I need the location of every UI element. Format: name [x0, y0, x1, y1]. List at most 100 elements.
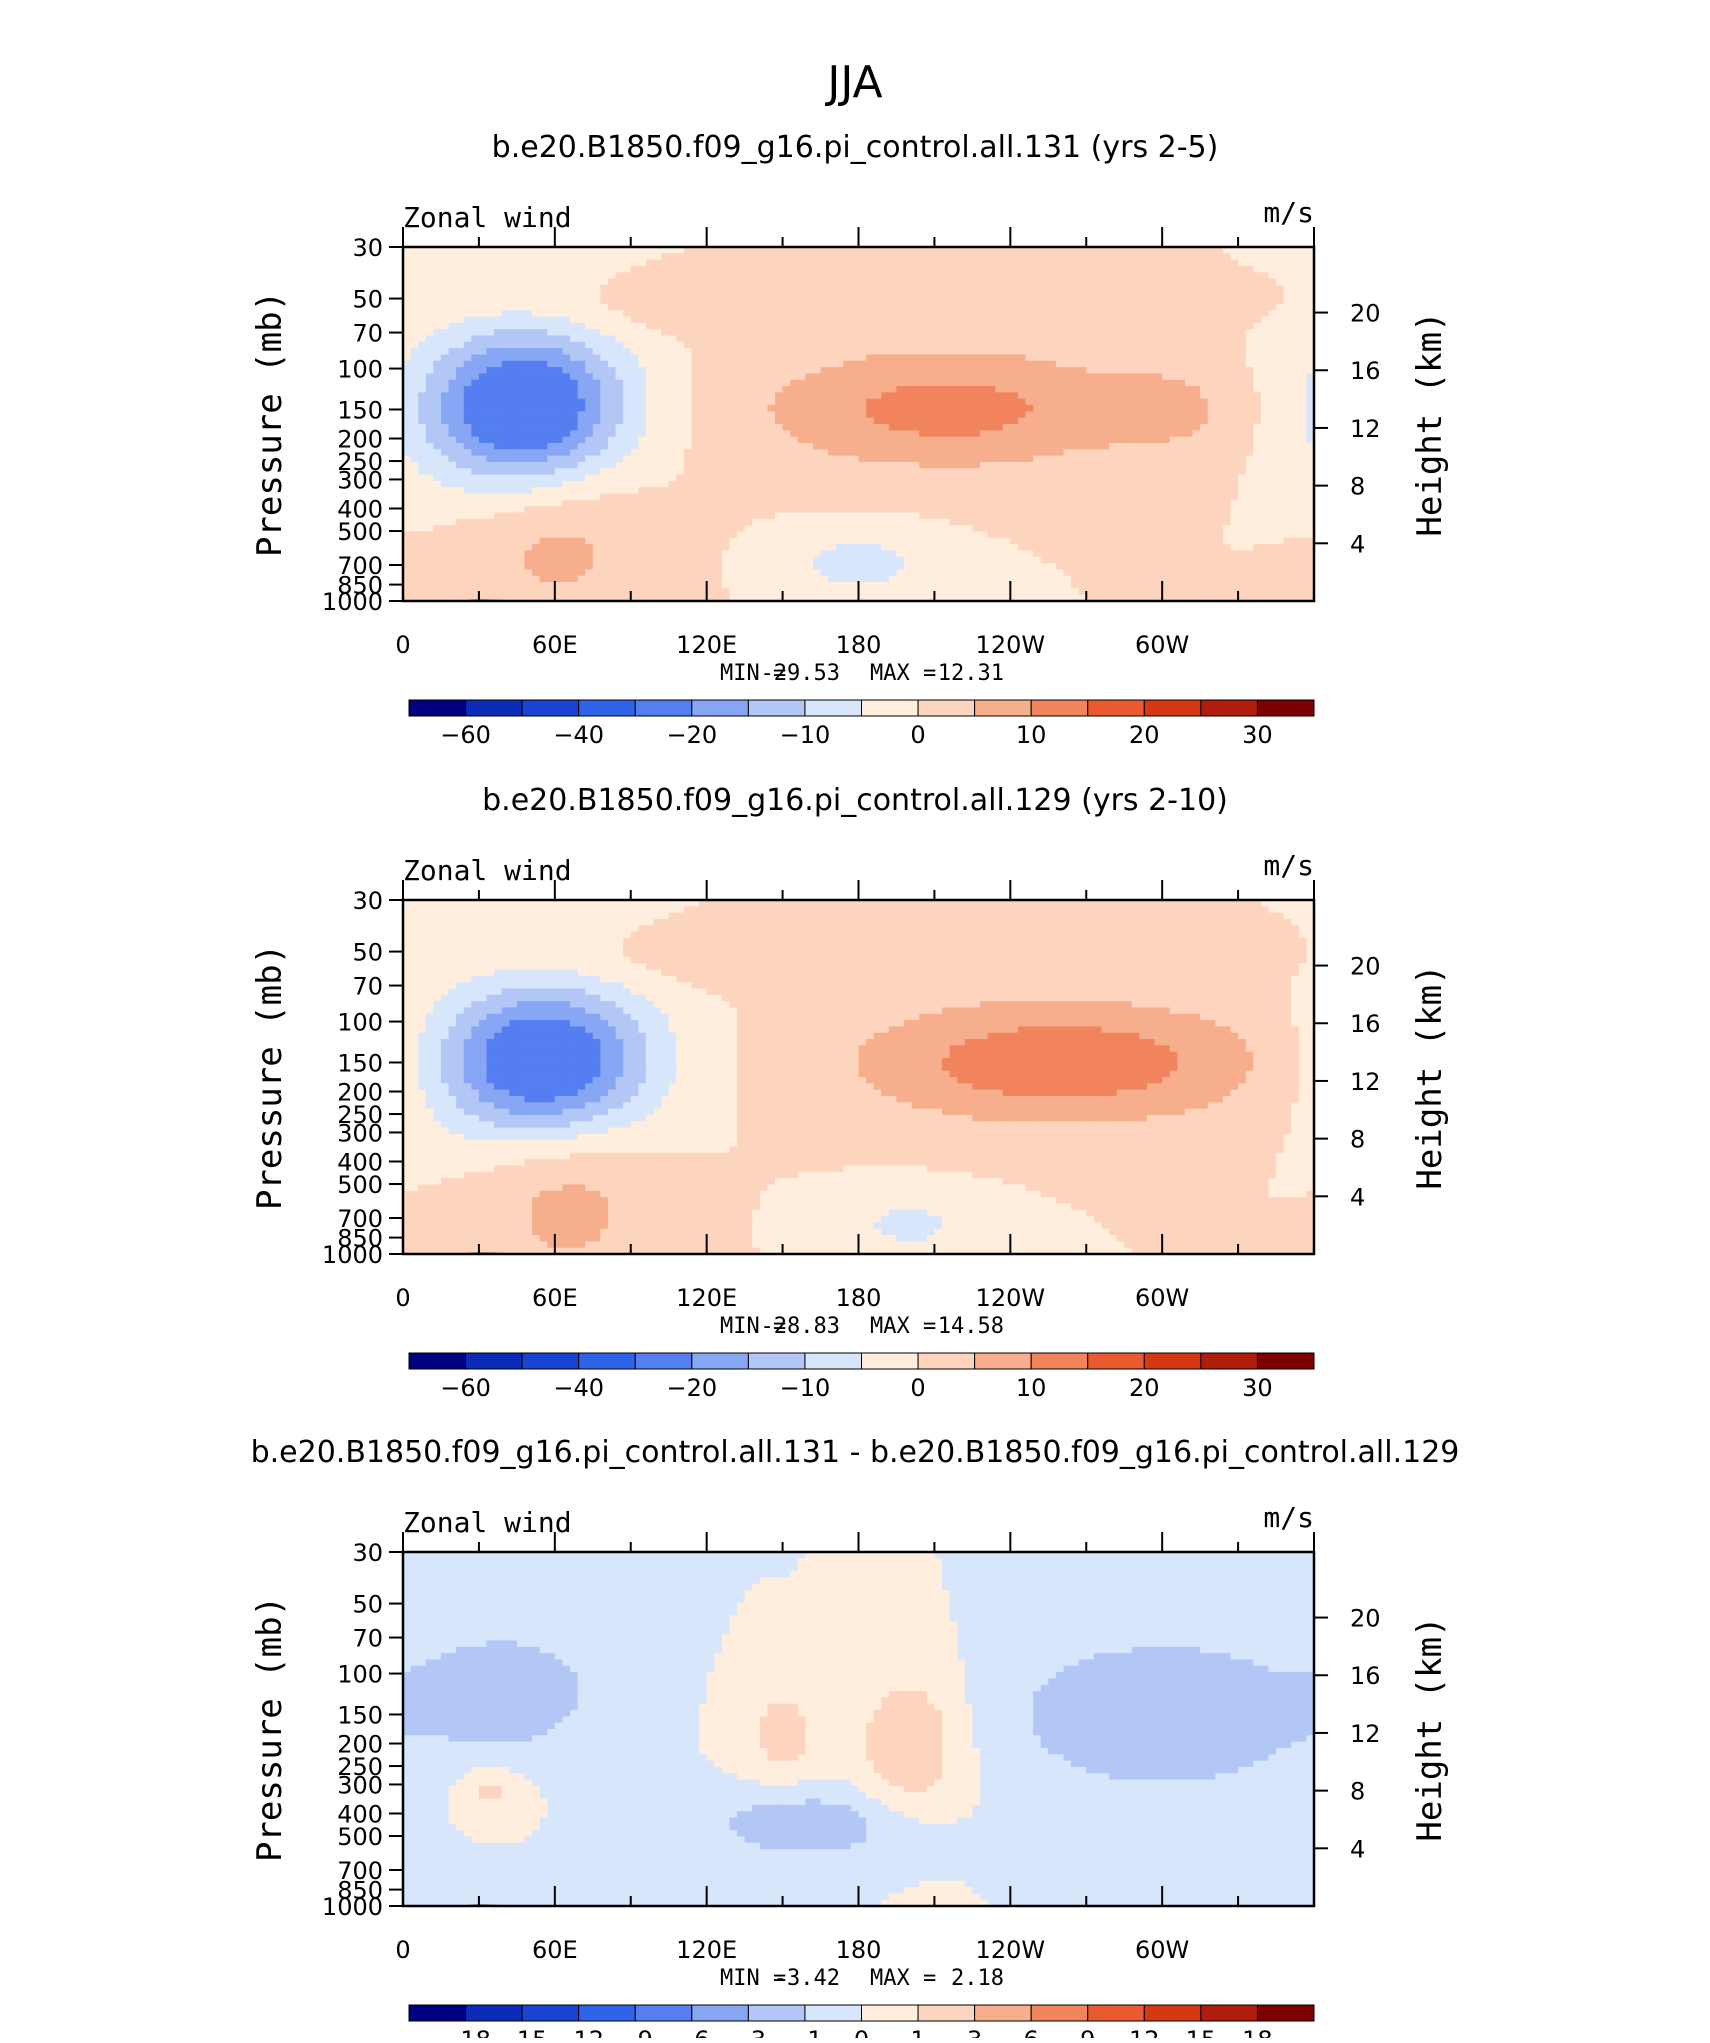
field-cell [942, 494, 950, 501]
field-cell [843, 443, 851, 450]
field-cell [623, 424, 631, 431]
field-cell [919, 418, 927, 425]
field-cell [684, 380, 692, 387]
field-cell [418, 437, 426, 444]
field-cell [638, 487, 646, 494]
field-cell [988, 380, 996, 387]
field-cell [957, 443, 965, 450]
field-cell [593, 260, 601, 267]
field-cell [714, 386, 722, 393]
field-cell [957, 304, 965, 311]
field-cell [1193, 437, 1201, 444]
field-cell [600, 272, 608, 279]
field-cell [836, 304, 844, 311]
field-cell [638, 272, 646, 279]
field-cell [783, 399, 791, 406]
field-cell [517, 310, 525, 317]
field-cell [676, 443, 684, 450]
field-cell [737, 298, 745, 305]
field-cell [1208, 361, 1216, 368]
field-cell [1147, 494, 1155, 501]
field-cell [509, 260, 517, 267]
field-cell [1177, 266, 1185, 273]
field-cell [1079, 386, 1087, 393]
field-cell [919, 494, 927, 501]
field-cell [646, 285, 654, 292]
field-cell [851, 373, 859, 380]
field-cell [957, 272, 965, 279]
field-cell [821, 291, 829, 298]
field-cell [881, 487, 889, 494]
field-cell [828, 462, 836, 469]
field-cell [661, 260, 669, 267]
field-cell [1063, 336, 1071, 343]
field-cell [1223, 424, 1231, 431]
field-cell [479, 405, 487, 412]
field-cell [1230, 342, 1238, 349]
field-cell [418, 443, 426, 450]
field-cell [836, 266, 844, 273]
field-cell [1048, 500, 1056, 507]
field-cell [904, 405, 912, 412]
field-cell [889, 386, 897, 393]
field-cell [950, 468, 958, 475]
field-cell [1010, 494, 1018, 501]
field-cell [646, 443, 654, 450]
field-cell [1026, 272, 1034, 279]
field-cell [532, 449, 540, 456]
field-cell [942, 475, 950, 482]
field-cell [593, 462, 601, 469]
field-cell [1253, 298, 1261, 305]
field-cell [669, 475, 677, 482]
field-cell [1291, 285, 1299, 292]
field-cell [904, 462, 912, 469]
field-cell [676, 424, 684, 431]
field-cell [646, 487, 654, 494]
field-cell [524, 380, 532, 387]
field-cell [684, 392, 692, 399]
field-cell [1299, 411, 1307, 418]
field-cell [509, 506, 517, 513]
field-cell [562, 380, 570, 387]
field-cell [509, 310, 517, 317]
field-cell [1117, 317, 1125, 324]
field-cell [965, 449, 973, 456]
field-cell [676, 298, 684, 305]
field-cell [1086, 411, 1094, 418]
field-cell [1101, 348, 1109, 355]
field-cell [866, 487, 874, 494]
field-cell [418, 494, 426, 501]
field-cell [965, 481, 973, 488]
field-cell [1185, 487, 1193, 494]
field-cell [707, 373, 715, 380]
field-cell [1010, 279, 1018, 286]
field-cell [441, 253, 449, 260]
field-cell [1185, 475, 1193, 482]
field-cell [798, 411, 806, 418]
field-cell [1268, 380, 1276, 387]
field-cell [896, 456, 904, 463]
field-cell [449, 348, 457, 355]
field-cell [881, 424, 889, 431]
field-cell [988, 449, 996, 456]
field-cell [1079, 329, 1087, 336]
field-cell [851, 367, 859, 374]
field-cell [654, 323, 662, 330]
field-cell [714, 298, 722, 305]
field-cell [881, 291, 889, 298]
field-cell [1056, 304, 1064, 311]
field-cell [1284, 411, 1292, 418]
field-cell [767, 380, 775, 387]
field-cell [502, 500, 510, 507]
field-cell [691, 468, 699, 475]
field-cell [904, 354, 912, 361]
field-cell [950, 462, 958, 469]
field-cell [1299, 304, 1307, 311]
field-cell [745, 424, 753, 431]
field-cell [722, 399, 730, 406]
field-cell [669, 424, 677, 431]
field-cell [1177, 468, 1185, 475]
field-cell [783, 279, 791, 286]
field-cell [896, 266, 904, 273]
field-cell [874, 449, 882, 456]
